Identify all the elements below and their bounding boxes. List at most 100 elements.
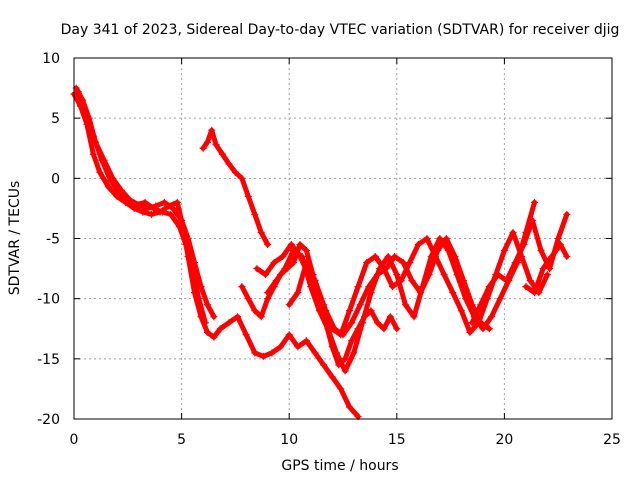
data-point [96, 168, 104, 176]
data-point [468, 319, 476, 327]
data-point [262, 271, 270, 279]
data-point [406, 259, 414, 267]
data-point [203, 138, 211, 146]
data-point [218, 150, 226, 158]
data-point [141, 198, 149, 206]
data-point [449, 289, 457, 297]
data-point [203, 301, 211, 309]
data-point [503, 277, 511, 285]
data-point [345, 307, 353, 315]
data-point [173, 198, 181, 206]
data-point [432, 253, 440, 261]
data-point [279, 253, 287, 261]
data-point [354, 283, 362, 291]
data-point [386, 313, 394, 321]
data-point [74, 88, 82, 96]
data-point [199, 144, 207, 152]
axis-ticks [73, 57, 613, 420]
data-point [89, 132, 97, 140]
data-point [294, 289, 302, 297]
data-point [225, 319, 233, 327]
data-point [333, 349, 341, 357]
data-point [238, 283, 246, 291]
data-point [522, 283, 530, 291]
data-point [290, 247, 298, 255]
data-point [494, 271, 502, 279]
data-point [238, 174, 246, 182]
data-point [277, 343, 285, 351]
data-point [210, 313, 218, 321]
data-point [419, 283, 427, 291]
data-point [307, 283, 315, 291]
data-point [509, 228, 517, 236]
data-point [244, 295, 252, 303]
data-point [234, 313, 242, 321]
data-point [393, 271, 401, 279]
data-point [397, 277, 405, 285]
data-point [242, 331, 250, 339]
data-point [287, 241, 295, 249]
data-point [391, 253, 399, 261]
data-point [363, 259, 371, 267]
data-point [81, 108, 89, 116]
data-point [380, 325, 388, 333]
data-point [225, 160, 233, 168]
series-seg3 [74, 88, 209, 327]
data-point [175, 222, 183, 230]
data-point [296, 241, 304, 249]
data-point [436, 235, 444, 242]
data-point [511, 259, 519, 267]
data-point [350, 349, 358, 357]
y-tick-label: -20 [37, 412, 60, 428]
data-point [272, 277, 280, 285]
data-point [178, 216, 186, 224]
x-tick-label: 10 [280, 432, 298, 448]
data-point [259, 352, 267, 360]
series-line [265, 199, 537, 374]
data-point [244, 192, 252, 200]
data-point [442, 235, 450, 242]
data-point [384, 253, 392, 261]
series-seg10 [522, 241, 571, 297]
data-point [320, 361, 328, 369]
data-point [539, 265, 547, 273]
data-point [311, 349, 319, 357]
data-point [195, 295, 203, 303]
y-tick-label: 10 [42, 51, 60, 67]
data-point [98, 156, 106, 164]
data-point [380, 265, 388, 273]
data-point [462, 295, 470, 303]
x-tick-label: 15 [388, 432, 406, 448]
data-point [485, 283, 493, 291]
data-point [320, 301, 328, 309]
data-point [182, 241, 190, 249]
data-point [212, 141, 220, 149]
data-point [479, 325, 487, 333]
data-point [285, 331, 293, 339]
data-point [216, 325, 224, 333]
data-point [537, 247, 545, 255]
data-point [251, 349, 259, 357]
data-point [348, 337, 356, 345]
data-point [367, 307, 375, 315]
data-point [393, 325, 401, 333]
y-tick-label: -5 [46, 232, 60, 248]
data-point [147, 210, 155, 218]
data-point [188, 265, 196, 273]
y-tick-label: -15 [37, 352, 60, 368]
data-point [487, 313, 495, 321]
data-point [388, 283, 396, 291]
data-point [408, 277, 416, 285]
data-point [328, 325, 336, 333]
x-axis-label: GPS time / hours [281, 458, 398, 474]
data-point [251, 210, 259, 218]
y-tick-label: -10 [37, 292, 60, 308]
x-tick-label: 20 [495, 432, 513, 448]
data-point [520, 241, 528, 249]
tick-labels: 0 5 10 15 20 25 -20 -15 -10 -5 0 5 10 [37, 51, 621, 448]
series-seg4 [199, 126, 272, 249]
data-point [477, 301, 485, 309]
data-point [563, 253, 571, 261]
data-point [294, 343, 302, 351]
